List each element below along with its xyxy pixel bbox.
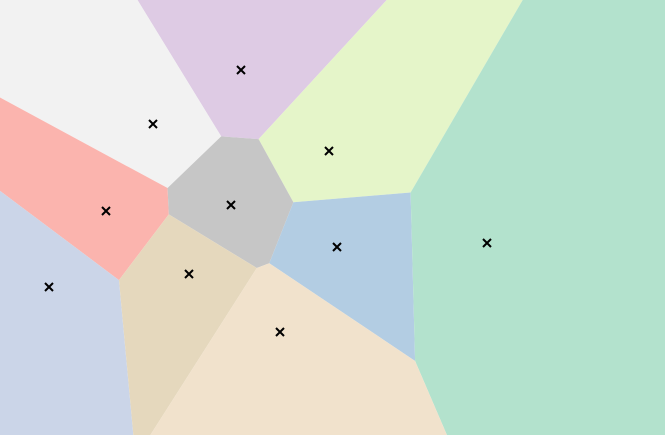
- voronoi-cell: [150, 263, 447, 435]
- centroid-marker: [332, 242, 342, 252]
- voronoi-cell: [258, 0, 523, 203]
- centroid-marker: [482, 238, 492, 248]
- voronoi-cell: [410, 0, 665, 435]
- voronoi-cell: [0, 97, 169, 281]
- centroid-marker: [236, 65, 246, 75]
- centroid-marker: [44, 282, 54, 292]
- voronoi-cell: [167, 136, 294, 268]
- centroid-marker: [101, 206, 111, 216]
- voronoi-cell: [0, 0, 222, 189]
- centroid-marker: [324, 146, 334, 156]
- voronoi-cell: [118, 214, 257, 435]
- voronoi-cell: [0, 190, 134, 435]
- centroid-marker: [275, 327, 285, 337]
- centroid-marker: [148, 119, 158, 129]
- centroid-marker: [226, 200, 236, 210]
- centroids: [44, 65, 492, 337]
- voronoi-cell: [269, 192, 416, 361]
- voronoi-cell: [137, 0, 387, 140]
- centroid-marker: [184, 269, 194, 279]
